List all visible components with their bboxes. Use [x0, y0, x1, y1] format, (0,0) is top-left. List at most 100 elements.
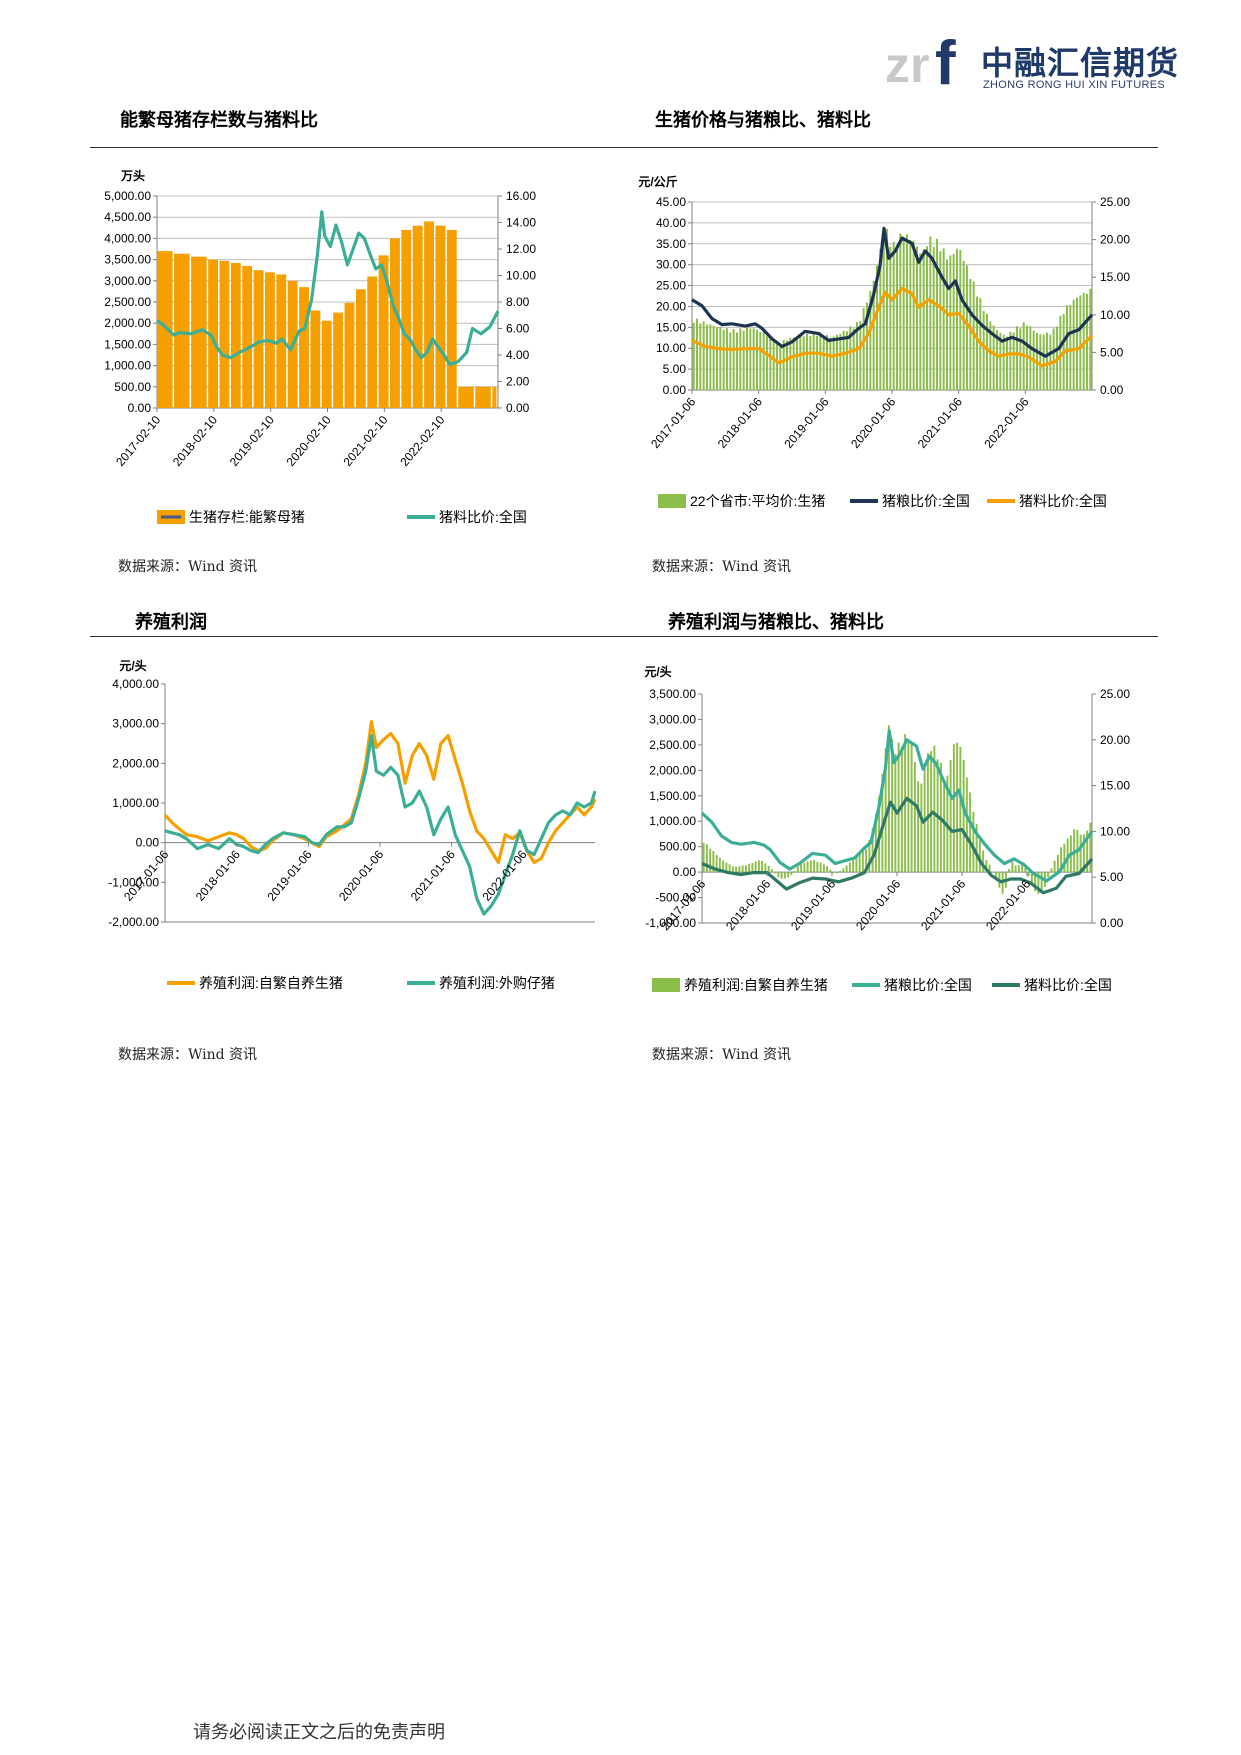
bar	[1019, 328, 1022, 390]
bar	[922, 249, 925, 390]
bar	[812, 332, 815, 390]
bar	[764, 863, 767, 873]
bar	[842, 330, 845, 390]
bar	[876, 265, 878, 390]
bar	[872, 280, 875, 390]
left-tick-label: 500.00	[659, 840, 696, 854]
bar	[966, 265, 968, 390]
bar	[299, 287, 309, 408]
bar	[1060, 847, 1063, 873]
bar	[855, 855, 858, 873]
x-tick-label: 2021-02-10	[340, 413, 390, 469]
bar	[976, 296, 978, 390]
legend-label: 养殖利润:自繁自养生猪	[684, 977, 828, 993]
bar	[962, 260, 965, 390]
bar	[859, 320, 862, 390]
bar	[956, 248, 958, 390]
bar	[936, 238, 938, 390]
bar	[780, 872, 783, 879]
bar	[242, 265, 253, 408]
bar	[819, 332, 822, 390]
right-tick-label: 8.00	[506, 295, 530, 309]
bar	[912, 240, 915, 390]
bar	[1030, 872, 1033, 886]
bar	[355, 289, 366, 408]
bar	[1014, 865, 1017, 873]
x-tick-label: 2020-01-06	[336, 847, 386, 903]
bar	[732, 329, 735, 390]
bar	[999, 333, 1002, 390]
right-tick-label: 10.00	[506, 269, 536, 283]
bar	[744, 865, 747, 873]
right-tick-label: 2.00	[506, 375, 530, 389]
data-source-4: 数据来源：Wind 资讯	[652, 1047, 792, 1063]
bar	[705, 844, 708, 873]
x-tick-label: 2018-01-06	[715, 395, 765, 451]
bar	[835, 872, 838, 874]
bar	[996, 330, 998, 390]
bar	[746, 327, 748, 390]
bar	[874, 813, 877, 873]
bar	[475, 386, 491, 408]
bar	[762, 331, 765, 390]
svg-text:zr: zr	[885, 37, 929, 92]
bar	[832, 336, 835, 390]
x-tick-label: 2017-01-06	[648, 395, 698, 451]
bar	[458, 386, 474, 408]
bar	[909, 239, 912, 390]
bar	[738, 866, 741, 873]
left-tick-label: 2,000.00	[104, 316, 151, 330]
bar	[367, 276, 378, 408]
bar	[782, 340, 785, 390]
left-tick-label: -1,000.00	[108, 875, 159, 889]
bar	[836, 334, 838, 390]
bar	[832, 872, 835, 873]
bar	[1076, 297, 1078, 390]
bar	[718, 857, 721, 873]
bar	[1050, 868, 1053, 873]
bar	[1056, 854, 1059, 873]
bar	[742, 330, 745, 390]
bar	[995, 872, 998, 881]
bar	[839, 870, 842, 873]
left-tick-label: 2,000.00	[112, 756, 159, 770]
bar	[766, 336, 768, 390]
line-series	[691, 286, 1094, 368]
bar	[1079, 834, 1082, 873]
right-tick-label: 15.00	[1100, 270, 1130, 284]
bar	[826, 335, 828, 390]
left-tick-label: 1,000.00	[649, 814, 696, 828]
line-series	[163, 720, 597, 865]
bar	[1037, 872, 1040, 894]
bar	[774, 872, 777, 874]
bar	[702, 321, 705, 390]
bar	[789, 337, 792, 390]
bar	[792, 337, 795, 390]
bar	[845, 865, 848, 873]
bar	[826, 866, 829, 873]
bar	[1040, 872, 1043, 893]
left-tick-label: 45.00	[656, 195, 686, 209]
bar	[806, 333, 808, 390]
right-tick-label: 25.00	[1100, 195, 1130, 209]
bar	[899, 233, 902, 390]
bar	[943, 783, 946, 873]
bar-series	[692, 228, 1092, 390]
bar	[910, 744, 913, 873]
right-tick-label: 20.00	[1100, 733, 1130, 747]
bar	[803, 862, 806, 873]
legend-swatch	[652, 978, 680, 992]
bar	[949, 760, 952, 873]
bar	[892, 241, 895, 390]
left-tick-label: 1,000.00	[112, 796, 159, 810]
bar	[846, 331, 848, 390]
legend-label: 猪料比价:全国	[1024, 977, 1112, 993]
bar	[866, 302, 868, 390]
bar	[969, 792, 972, 873]
bar	[1053, 860, 1056, 873]
bar	[741, 865, 744, 873]
left-tick-label: 4,500.00	[104, 210, 151, 224]
bar	[719, 326, 722, 390]
bar	[822, 336, 825, 390]
x-tick-label: 2019-02-10	[227, 413, 277, 469]
